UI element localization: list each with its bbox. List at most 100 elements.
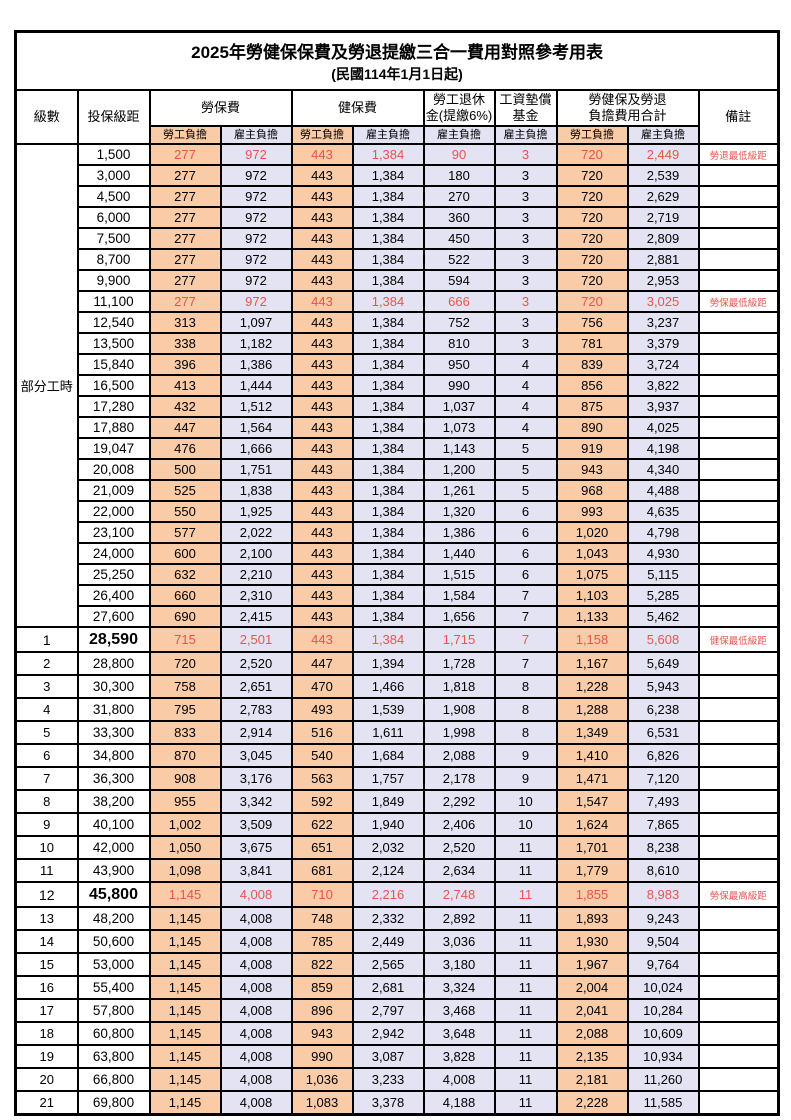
level-cell: 4 [14,697,79,722]
value-cell: 720 [555,206,629,229]
remark-cell [697,521,780,544]
remark-cell [697,998,780,1023]
value-cell: 720 [555,269,629,292]
value-cell: 3,937 [626,395,700,418]
value-cell: 720 [555,185,629,208]
value-cell: 3,025 [626,290,700,313]
value-cell: 313 [148,311,222,334]
value-cell: 3,036 [422,929,496,954]
value-cell: 748 [290,906,354,931]
table-row: 12 45,800 1,145 4,008 710 2,216 2,748 11 1,855 8,… [14,881,780,908]
value-cell: 2,041 [555,998,629,1023]
value-cell: 795 [148,697,222,722]
value-cell: 1,228 [555,674,629,699]
bracket-cell: 19,047 [76,437,151,460]
value-cell: 277 [148,227,222,250]
remark-cell [697,563,780,586]
value-cell: 2,135 [555,1044,629,1069]
bracket-cell: 11,100 [76,290,151,313]
level-cell: 19 [14,1044,79,1069]
value-cell: 2,088 [422,743,496,768]
value-cell: 443 [290,374,354,397]
page-subtitle: (民國114年1月1日起) [331,66,463,82]
table-row: 18 60,800 1,145 4,008 943 2,942 3,648 11 2,088 10… [14,1021,780,1046]
remark-cell [697,766,780,791]
value-cell: 6,826 [626,743,700,768]
value-cell: 592 [290,789,354,814]
remark-cell [697,395,780,418]
value-cell: 1,036 [290,1067,354,1092]
table-row: 9 40,100 1,002 3,509 622 1,940 2,406 10 1,624 7,8… [14,812,780,837]
value-cell: 443 [290,542,354,565]
level-cell: 17 [14,998,79,1023]
value-cell: 1,145 [148,1067,222,1092]
value-cell: 7 [493,626,558,653]
value-cell: 3,648 [422,1021,496,1046]
value-cell: 870 [148,743,222,768]
value-cell: 516 [290,720,354,745]
remark-cell [697,1044,780,1069]
value-cell: 1,656 [422,605,496,628]
value-cell: 9 [493,743,558,768]
value-cell: 2,310 [219,584,293,607]
value-cell: 690 [148,605,222,628]
value-cell: 525 [148,479,222,502]
col-header-pension: 勞工退休 金(提繳6%) [422,89,496,127]
value-cell: 1,384 [351,290,425,313]
value-cell: 2,719 [626,206,700,229]
bracket-cell: 16,500 [76,374,151,397]
value-cell: 2,797 [351,998,425,1023]
subheader-total-employee: 勞工負擔 [555,125,629,145]
remark-cell: 勞保最高級距 [697,881,780,908]
value-cell: 856 [555,374,629,397]
value-cell: 432 [148,395,222,418]
value-cell: 1,145 [148,906,222,931]
bracket-cell: 38,200 [76,789,151,814]
value-cell: 4,008 [219,906,293,931]
value-cell: 1,384 [351,500,425,523]
remark-cell [697,906,780,931]
value-cell: 2,520 [422,835,496,860]
value-cell: 2,406 [422,812,496,837]
value-cell: 810 [422,332,496,355]
value-cell: 955 [148,789,222,814]
remark-cell [697,542,780,565]
table-row: 4,500 277 972 443 1,384 270 3 720 2,629 [16,185,780,208]
value-cell: 4,008 [219,1067,293,1092]
value-cell: 277 [148,164,222,187]
value-cell: 1,384 [351,542,425,565]
bracket-cell: 17,280 [76,395,151,418]
value-cell: 396 [148,353,222,376]
value-cell: 1,384 [351,353,425,376]
value-cell: 1,930 [555,929,629,954]
value-cell: 3,180 [422,952,496,977]
value-cell: 443 [290,206,354,229]
value-cell: 3 [493,311,558,334]
remark-cell [697,1067,780,1092]
value-cell: 10,934 [626,1044,700,1069]
value-cell: 1,666 [219,437,293,460]
bracket-cell: 43,900 [76,858,151,883]
value-cell: 943 [290,1021,354,1046]
value-cell: 1,143 [422,437,496,460]
value-cell: 443 [290,332,354,355]
col-header-total: 勞健保及勞退 負擔費用合計 [555,89,700,127]
value-cell: 443 [290,563,354,586]
remark-cell [697,674,780,699]
value-cell: 2,449 [626,143,700,166]
value-cell: 8,238 [626,835,700,860]
value-cell: 1,083 [290,1090,354,1115]
value-cell: 3 [493,143,558,166]
value-cell: 443 [290,290,354,313]
value-cell: 5,943 [626,674,700,699]
value-cell: 4,008 [219,952,293,977]
value-cell: 2,415 [219,605,293,628]
table-row: 27,600 690 2,415 443 1,384 1,656 7 1,133 5,462 [16,605,780,628]
value-cell: 11 [493,1021,558,1046]
table-row: 11,100 277 972 443 1,384 666 3 720 3,025 勞保最低級距 [16,290,780,313]
level-cell: 21 [14,1090,79,1115]
value-cell: 1,384 [351,269,425,292]
value-cell: 3,233 [351,1067,425,1092]
value-cell: 277 [148,290,222,313]
